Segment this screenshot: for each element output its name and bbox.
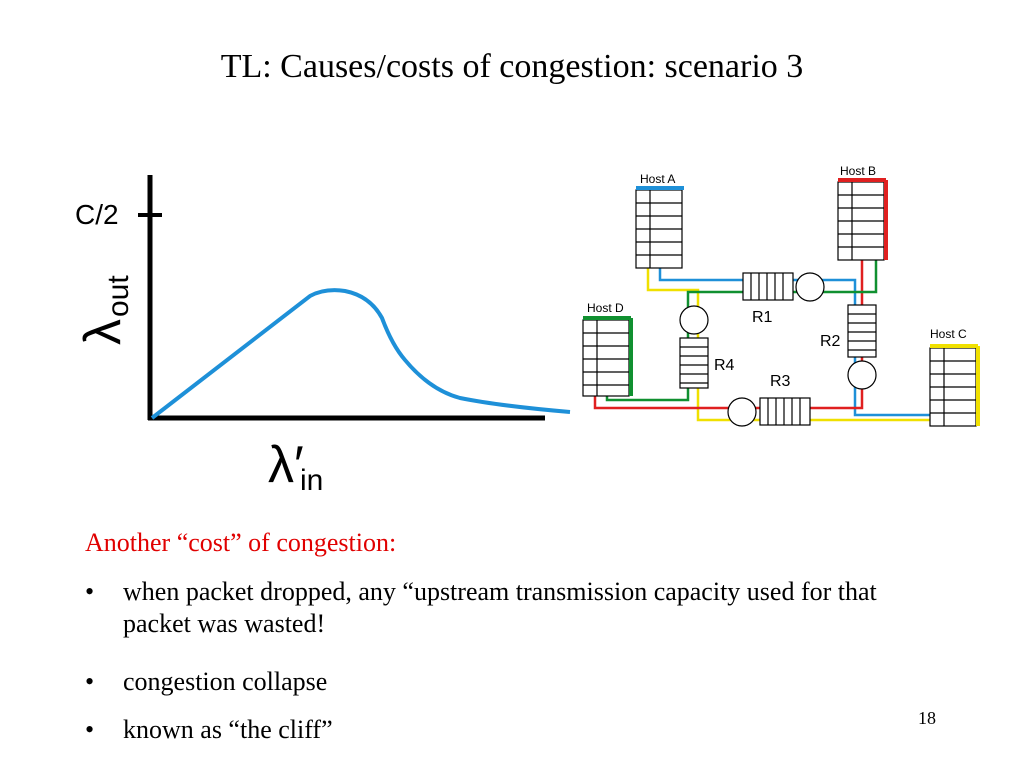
host-bars — [583, 178, 980, 426]
x-symbol: λ′ — [268, 436, 304, 494]
graph: C/2 λ out λ′ in — [74, 175, 571, 497]
page-number: 18 — [918, 708, 936, 728]
curve — [150, 288, 571, 420]
y-tick-label: C/2 — [75, 199, 119, 230]
router-label: R4 — [714, 357, 735, 374]
hosts — [582, 181, 977, 427]
slide-title: TL: Causes/costs of congestion: scenario… — [220, 48, 804, 85]
bullet: congestion collapse — [85, 666, 945, 698]
bullet: known as “the cliff” — [85, 714, 945, 746]
router-label: R1 — [752, 309, 773, 326]
host-label: Host A — [640, 172, 675, 186]
routers — [679, 272, 877, 427]
x-subscript: in — [300, 464, 323, 497]
y-symbol: λ — [74, 319, 132, 345]
flow-line — [593, 190, 864, 410]
bullet: when packet dropped, any “upstream trans… — [85, 576, 945, 640]
heading: Another “cost” of congestion: — [85, 528, 397, 557]
host-label: Host D — [587, 301, 624, 315]
y-subscript: out — [102, 275, 135, 317]
host-label: Host C — [930, 327, 967, 341]
host-label: Host B — [840, 164, 876, 178]
router-label: R2 — [820, 333, 841, 350]
router-label: R3 — [770, 373, 791, 390]
